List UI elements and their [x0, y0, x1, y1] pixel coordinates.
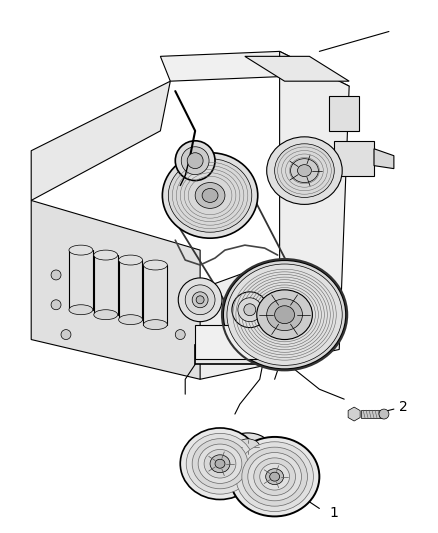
Ellipse shape: [210, 455, 230, 473]
Ellipse shape: [267, 299, 303, 330]
Circle shape: [192, 292, 208, 308]
Ellipse shape: [69, 305, 93, 314]
Ellipse shape: [227, 264, 342, 365]
Ellipse shape: [215, 459, 225, 468]
Polygon shape: [374, 149, 394, 168]
Ellipse shape: [242, 447, 307, 506]
Ellipse shape: [195, 182, 225, 208]
Circle shape: [238, 298, 262, 321]
Circle shape: [379, 409, 389, 419]
Ellipse shape: [94, 250, 118, 260]
Polygon shape: [329, 96, 359, 131]
Circle shape: [51, 270, 61, 280]
Ellipse shape: [266, 469, 283, 484]
Circle shape: [175, 141, 215, 181]
Polygon shape: [160, 51, 349, 101]
Ellipse shape: [254, 458, 296, 496]
Ellipse shape: [192, 439, 248, 489]
Text: 2: 2: [399, 400, 408, 414]
Polygon shape: [31, 200, 200, 379]
Polygon shape: [348, 407, 360, 421]
Ellipse shape: [267, 137, 342, 204]
Ellipse shape: [168, 159, 252, 232]
Ellipse shape: [198, 444, 242, 483]
Circle shape: [196, 296, 204, 304]
Ellipse shape: [270, 472, 279, 481]
Ellipse shape: [236, 442, 314, 512]
Ellipse shape: [144, 320, 167, 329]
Circle shape: [232, 292, 268, 328]
Ellipse shape: [257, 290, 312, 340]
Circle shape: [178, 278, 222, 321]
Ellipse shape: [226, 433, 270, 461]
Ellipse shape: [119, 255, 142, 265]
Ellipse shape: [260, 463, 290, 490]
Circle shape: [244, 304, 256, 316]
Text: 1: 1: [329, 506, 338, 520]
Ellipse shape: [297, 165, 311, 176]
Ellipse shape: [144, 260, 167, 270]
Polygon shape: [195, 325, 265, 359]
Ellipse shape: [204, 449, 236, 478]
Polygon shape: [170, 51, 349, 379]
Polygon shape: [361, 410, 382, 418]
Circle shape: [185, 285, 215, 314]
Ellipse shape: [94, 310, 118, 320]
Ellipse shape: [162, 153, 258, 238]
Ellipse shape: [223, 260, 346, 369]
Ellipse shape: [275, 306, 294, 324]
Polygon shape: [334, 141, 374, 175]
Ellipse shape: [69, 245, 93, 255]
Ellipse shape: [186, 433, 254, 494]
Polygon shape: [195, 344, 279, 365]
Ellipse shape: [275, 144, 334, 197]
Ellipse shape: [180, 428, 260, 499]
Ellipse shape: [230, 437, 319, 516]
Circle shape: [175, 329, 185, 340]
Circle shape: [187, 153, 203, 168]
Ellipse shape: [290, 159, 318, 182]
Polygon shape: [245, 56, 349, 81]
Ellipse shape: [248, 453, 301, 501]
Polygon shape: [31, 81, 170, 200]
Ellipse shape: [202, 189, 218, 203]
Ellipse shape: [119, 314, 142, 325]
Ellipse shape: [236, 439, 260, 455]
Circle shape: [181, 147, 209, 175]
Circle shape: [61, 329, 71, 340]
Circle shape: [51, 300, 61, 310]
